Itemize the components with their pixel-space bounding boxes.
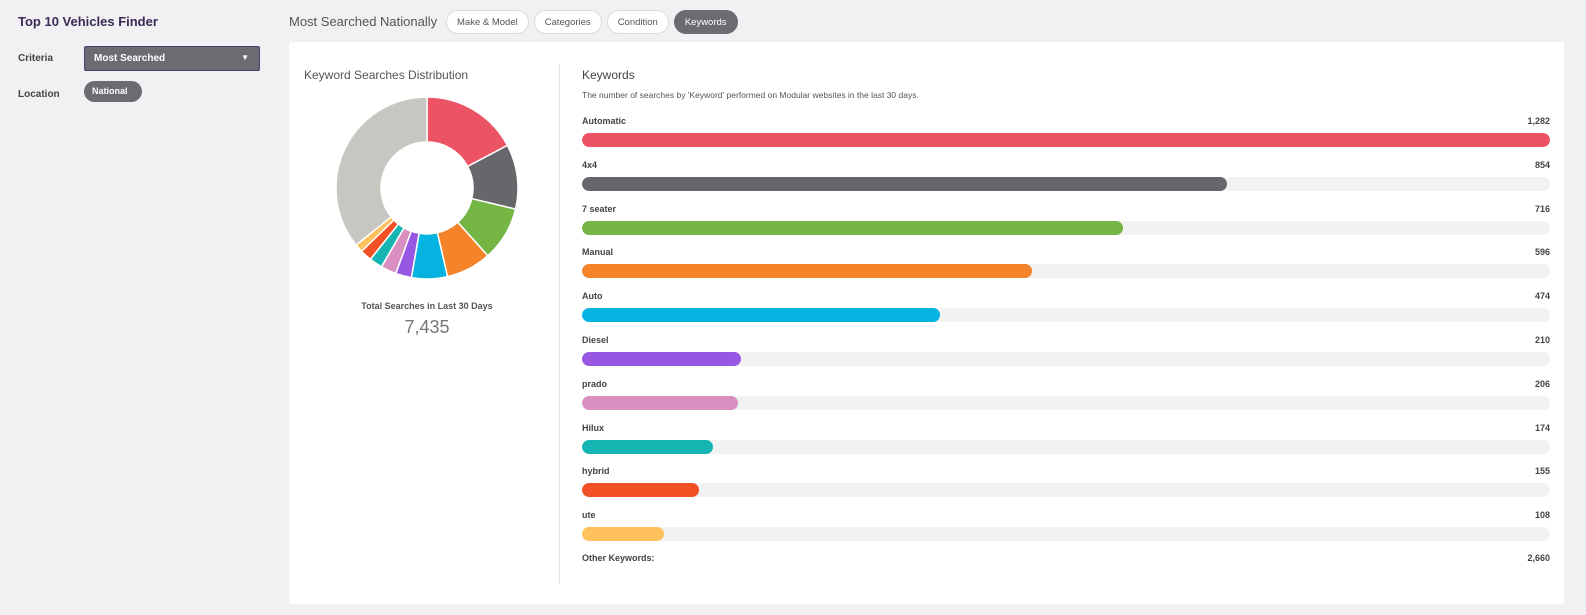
- other-keywords-row: Other Keywords: 2,660: [582, 553, 1550, 563]
- keyword-bar-track: [582, 133, 1550, 147]
- keyword-row: 7 seater 716: [582, 204, 1550, 244]
- distribution-title: Keyword Searches Distribution: [304, 68, 469, 82]
- keyword-bar: [582, 352, 741, 366]
- total-searches-value: 7,435: [404, 317, 450, 337]
- donut-slice-other: [335, 96, 428, 247]
- caret-down-icon: ▼: [241, 53, 249, 62]
- keyword-count: 206: [1534, 378, 1550, 389]
- sidebar: Top 10 Vehicles Finder Criteria Most Sea…: [0, 0, 280, 615]
- keyword-label: Manual: [582, 247, 614, 258]
- keyword-row: Manual 596: [582, 247, 1550, 287]
- other-keywords-label: Other Keywords:: [582, 553, 655, 563]
- keyword-row: 4x4 854: [582, 160, 1550, 200]
- keyword-bar-track: [582, 527, 1550, 542]
- main-panel: Keyword Searches Distribution Total Sear…: [289, 42, 1564, 604]
- keyword-bar: [582, 439, 714, 454]
- keyword-row: ute 108: [582, 510, 1550, 550]
- keyword-bar-track: [582, 176, 1550, 191]
- keywords-title: Keywords: [582, 68, 635, 82]
- keywords-description: The number of searches by 'Keyword' perf…: [582, 90, 919, 100]
- page-title: Most Searched Nationally: [289, 14, 438, 29]
- keyword-bar: [582, 133, 1550, 147]
- keyword-bar-track: [582, 483, 1550, 498]
- keyword-count: 210: [1534, 335, 1550, 345]
- keyword-row: Diesel 210: [582, 335, 1550, 375]
- donut-chart: [335, 96, 519, 280]
- tab-categories[interactable]: Categories: [533, 10, 602, 34]
- keyword-label: 7 seater: [582, 203, 617, 214]
- keyword-bar: [582, 176, 1227, 191]
- location-pill[interactable]: National: [84, 81, 142, 102]
- keyword-label: ute: [582, 510, 596, 521]
- keyword-bar-track: [582, 439, 1550, 454]
- keyword-count: 474: [1534, 291, 1550, 302]
- keyword-bar-track: [582, 264, 1550, 279]
- criteria-select[interactable]: Most Searched ▼: [84, 46, 260, 71]
- keyword-bar-track: [582, 308, 1550, 323]
- keyword-count: 174: [1534, 422, 1550, 433]
- keyword-bar: [582, 527, 664, 542]
- keyword-bar: [582, 220, 1123, 235]
- other-keywords-count: 2,660: [1527, 553, 1550, 563]
- keyword-bar-track: [582, 352, 1550, 366]
- total-searches-label: Total Searches in Last 30 Days: [361, 301, 493, 311]
- location-label: Location: [18, 89, 60, 100]
- tab-make-model[interactable]: Make & Model: [446, 10, 529, 34]
- criteria-select-value: Most Searched: [94, 53, 166, 64]
- keyword-bar: [582, 395, 738, 410]
- keyword-label: 4x4: [582, 159, 598, 170]
- keyword-label: Auto: [582, 291, 603, 302]
- divider: [559, 64, 560, 584]
- keyword-row: prado 206: [582, 379, 1550, 419]
- keyword-row: Hilux 174: [582, 423, 1550, 463]
- keyword-bar: [582, 483, 700, 498]
- keyword-label: prado: [582, 378, 608, 389]
- keyword-row: Auto 474: [582, 291, 1550, 331]
- keyword-count: 155: [1534, 466, 1550, 477]
- tab-keywords[interactable]: Keywords: [673, 10, 738, 34]
- keyword-label: Automatic: [582, 116, 627, 126]
- app-title: Top 10 Vehicles Finder: [18, 14, 158, 29]
- keyword-count: 1,282: [1527, 116, 1550, 126]
- keyword-row: Automatic 1,282: [582, 116, 1550, 156]
- keyword-bar: [582, 308, 940, 323]
- tab-bar: Make & Model Categories Condition Keywor…: [446, 10, 738, 34]
- keyword-count: 596: [1534, 247, 1550, 258]
- keyword-count: 716: [1534, 203, 1550, 214]
- keyword-label: hybrid: [582, 466, 610, 477]
- keyword-count: 854: [1534, 159, 1550, 170]
- tab-condition[interactable]: Condition: [606, 10, 669, 34]
- keyword-bar-track: [582, 220, 1550, 235]
- keyword-row: hybrid 155: [582, 466, 1550, 506]
- keyword-count: 108: [1534, 510, 1550, 521]
- keyword-label: Hilux: [582, 422, 605, 433]
- keyword-bar: [582, 264, 1033, 279]
- keyword-label: Diesel: [582, 335, 609, 345]
- keyword-bar-track: [582, 395, 1550, 410]
- criteria-label: Criteria: [18, 53, 54, 64]
